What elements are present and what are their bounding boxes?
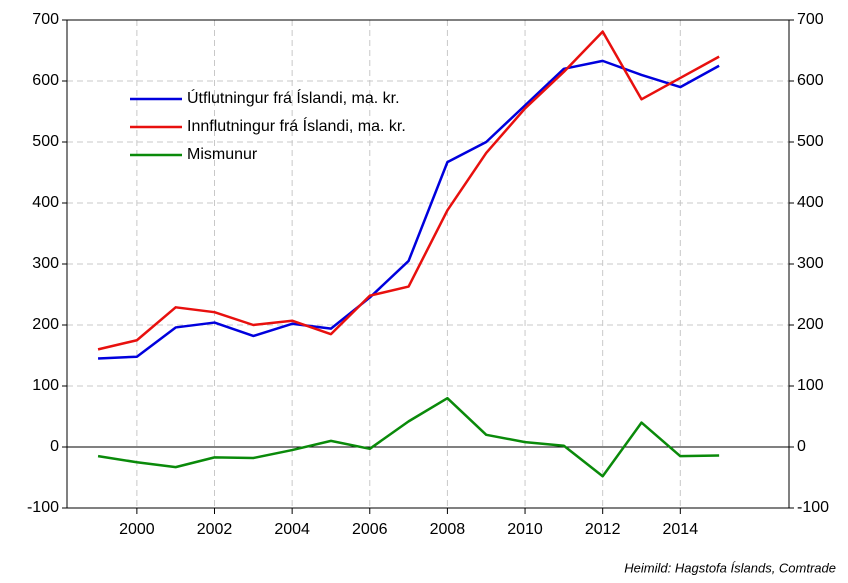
y-tick-label: 100: [32, 377, 59, 394]
y2-tick-label: 0: [797, 438, 806, 455]
y-tick-label: 400: [32, 194, 59, 211]
series-line: [97, 396, 720, 478]
x-tick-label: 2006: [352, 521, 388, 538]
y2-tick-label: 400: [797, 194, 824, 211]
y-tick-label: 700: [32, 11, 59, 28]
x-tick-label: 2000: [119, 521, 155, 538]
y-tick-label: 300: [32, 255, 59, 272]
series-line: [97, 59, 720, 360]
x-tick-label: 2010: [507, 521, 543, 538]
series-line: [97, 30, 720, 351]
y2-tick-label: 500: [797, 133, 824, 150]
legend-label: Innflutningur frá Íslandi, ma. kr.: [187, 116, 406, 135]
plot-frame: [66, 19, 790, 509]
legend-label: Útflutningur frá Íslandi, ma. kr.: [187, 88, 400, 107]
source-note: Heimild: Hagstofa Íslands, Comtrade: [624, 560, 836, 575]
x-tick-label: 2002: [197, 521, 233, 538]
y-tick-label: -100: [27, 499, 59, 516]
y-tick-label: 0: [50, 438, 59, 455]
y-tick-label: 500: [32, 133, 59, 150]
y2-tick-label: 600: [797, 72, 824, 89]
legend-label: Mismunur: [187, 146, 258, 163]
y-tick-label: 600: [32, 72, 59, 89]
x-tick-label: 2014: [663, 521, 699, 538]
y-tick-label: 200: [32, 316, 59, 333]
y2-tick-label: 300: [797, 255, 824, 272]
y2-tick-label: 200: [797, 316, 824, 333]
y2-tick-label: 700: [797, 11, 824, 28]
x-tick-label: 2012: [585, 521, 621, 538]
y2-tick-label: 100: [797, 377, 824, 394]
x-tick-label: 2008: [430, 521, 466, 538]
y2-tick-label: -100: [797, 499, 829, 516]
x-tick-label: 2004: [274, 521, 310, 538]
